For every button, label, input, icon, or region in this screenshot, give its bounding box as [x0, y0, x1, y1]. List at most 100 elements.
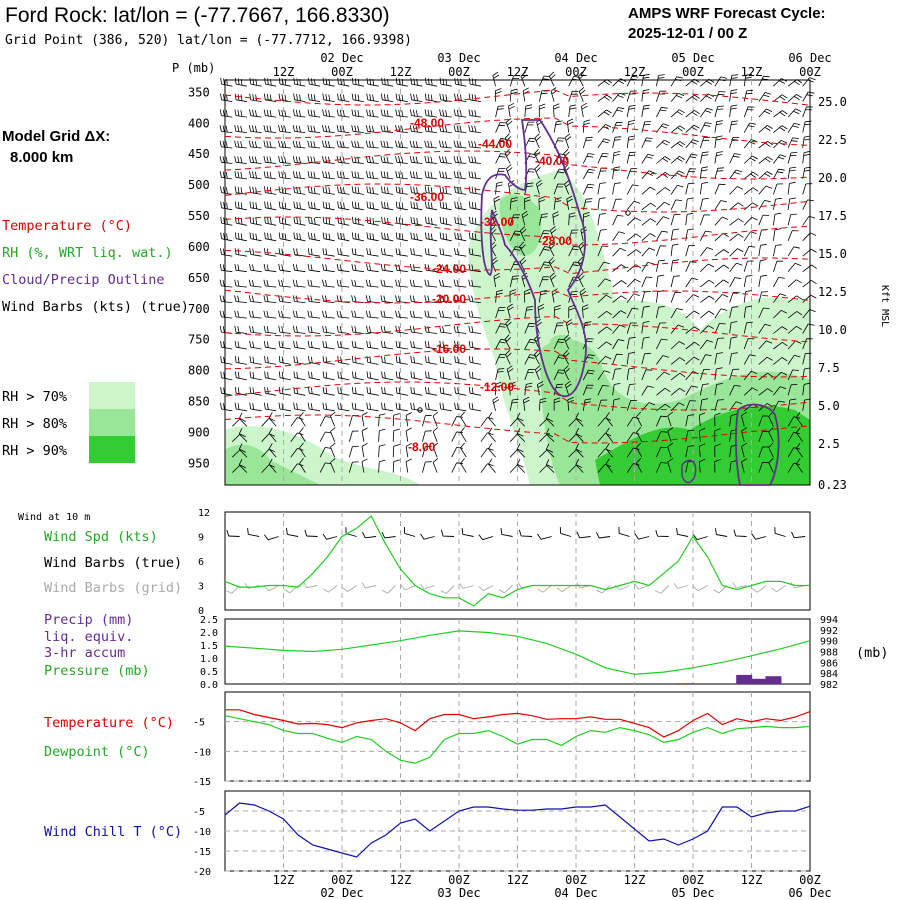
bottom-hour-label: 12Z	[741, 873, 763, 887]
wind-barb	[699, 214, 711, 226]
wind-barb	[641, 104, 650, 118]
wind-barb	[685, 212, 694, 226]
wind-barb	[641, 276, 653, 288]
wind-barb	[468, 279, 481, 288]
wind-barb	[698, 412, 706, 427]
wind-barb	[307, 156, 321, 164]
pressure-tick-label: 550	[188, 209, 210, 223]
wind-barb	[424, 109, 438, 118]
model-grid-value: 8.000 km	[10, 149, 73, 166]
pressure-tick-label: 986	[820, 658, 838, 669]
wind-barb	[454, 371, 467, 381]
pressure-tick-label: 990	[820, 637, 838, 648]
wind-barb	[563, 365, 570, 381]
wind-barb	[568, 212, 576, 226]
wind-barb	[249, 263, 262, 273]
wind-barb	[578, 86, 586, 102]
wind-barb	[698, 443, 706, 458]
pressure-tick-label: 650	[188, 271, 210, 285]
wind-barb	[405, 443, 412, 458]
wind-barb	[758, 274, 767, 288]
wind-barb	[322, 216, 335, 226]
wind-barb	[219, 263, 233, 273]
wind-barb	[758, 340, 773, 350]
wind-barb	[381, 371, 394, 381]
wind-barb	[410, 109, 423, 118]
wind-barb	[337, 371, 350, 381]
wind-barb	[634, 583, 650, 590]
pressure-tick-label: 450	[188, 147, 210, 161]
wind-barb	[714, 183, 726, 195]
pressure-tick-label: 950	[188, 456, 210, 470]
wind-barb	[626, 75, 639, 87]
wind-barb	[337, 356, 350, 365]
pressure-tick-label: 988	[820, 648, 838, 659]
wind-barb	[743, 171, 759, 180]
wind-barb	[439, 386, 452, 396]
wind-barb	[582, 184, 595, 195]
wind-barb	[337, 201, 350, 211]
wind-barb	[729, 89, 738, 102]
wind-barb	[523, 396, 530, 411]
wind-barb	[410, 340, 423, 350]
wind-barb	[597, 261, 610, 272]
wind-barb	[304, 529, 318, 537]
wind-barb	[700, 279, 715, 288]
wind-barb	[292, 325, 306, 334]
wind-barb	[773, 228, 782, 241]
wind-barb	[597, 370, 611, 381]
wind-barb	[439, 356, 452, 365]
bottom-hour-label: 00Z	[682, 873, 704, 887]
wind-barb	[234, 340, 247, 350]
wind-barb	[286, 528, 299, 537]
wind-barb	[626, 233, 642, 242]
wind-barb	[612, 398, 621, 411]
wind-barb	[337, 216, 350, 226]
windchill-legend: Wind Chill T (°C)	[44, 824, 182, 840]
wind-barb	[729, 401, 743, 412]
wind-barb	[248, 156, 262, 164]
wind-barb	[380, 340, 394, 350]
wind-barb	[439, 279, 452, 288]
wind-barb	[626, 135, 635, 149]
wind-barb	[468, 356, 481, 365]
pressure-tick-label: 600	[188, 240, 210, 254]
wind-speed-line	[224, 515, 810, 607]
wind-barb	[322, 310, 335, 319]
wind-barb	[597, 94, 613, 102]
precip-tick-label: 2.0	[200, 628, 218, 639]
wind-barb	[539, 464, 554, 473]
wind-barb	[307, 171, 321, 180]
wind-barb	[802, 215, 816, 226]
wind-barb	[773, 326, 788, 334]
wind-barb	[219, 295, 233, 303]
wind-barb	[670, 228, 680, 241]
wind-barb	[597, 79, 613, 87]
windchill-panel: -20 -15 -10 -5	[193, 790, 811, 878]
wind-barb	[578, 272, 585, 288]
wind-barb	[293, 263, 306, 273]
wind-barb	[478, 585, 494, 592]
wind-barb	[409, 140, 423, 149]
wind-barb	[468, 125, 481, 133]
wind-barb	[395, 310, 408, 319]
cloud-outline	[735, 403, 780, 486]
wind-barb	[773, 183, 784, 195]
wind-barb	[612, 166, 621, 179]
top-date-label: 05 Dec	[671, 51, 714, 65]
wind-barb	[787, 369, 799, 381]
wind-barb	[361, 427, 368, 442]
wind-barb	[773, 110, 788, 118]
wind-barb	[410, 232, 423, 242]
wind-barb	[519, 257, 527, 272]
wind-barb	[729, 233, 744, 242]
wind-barb	[424, 186, 438, 195]
wind-barb	[729, 218, 744, 226]
wind-barb	[506, 365, 514, 381]
wind-barb	[439, 371, 452, 381]
wind-barb	[597, 356, 612, 365]
wind-barb	[498, 585, 513, 594]
wind-barb	[234, 248, 247, 257]
wind-barb	[714, 352, 724, 365]
wind-barb	[238, 459, 248, 473]
